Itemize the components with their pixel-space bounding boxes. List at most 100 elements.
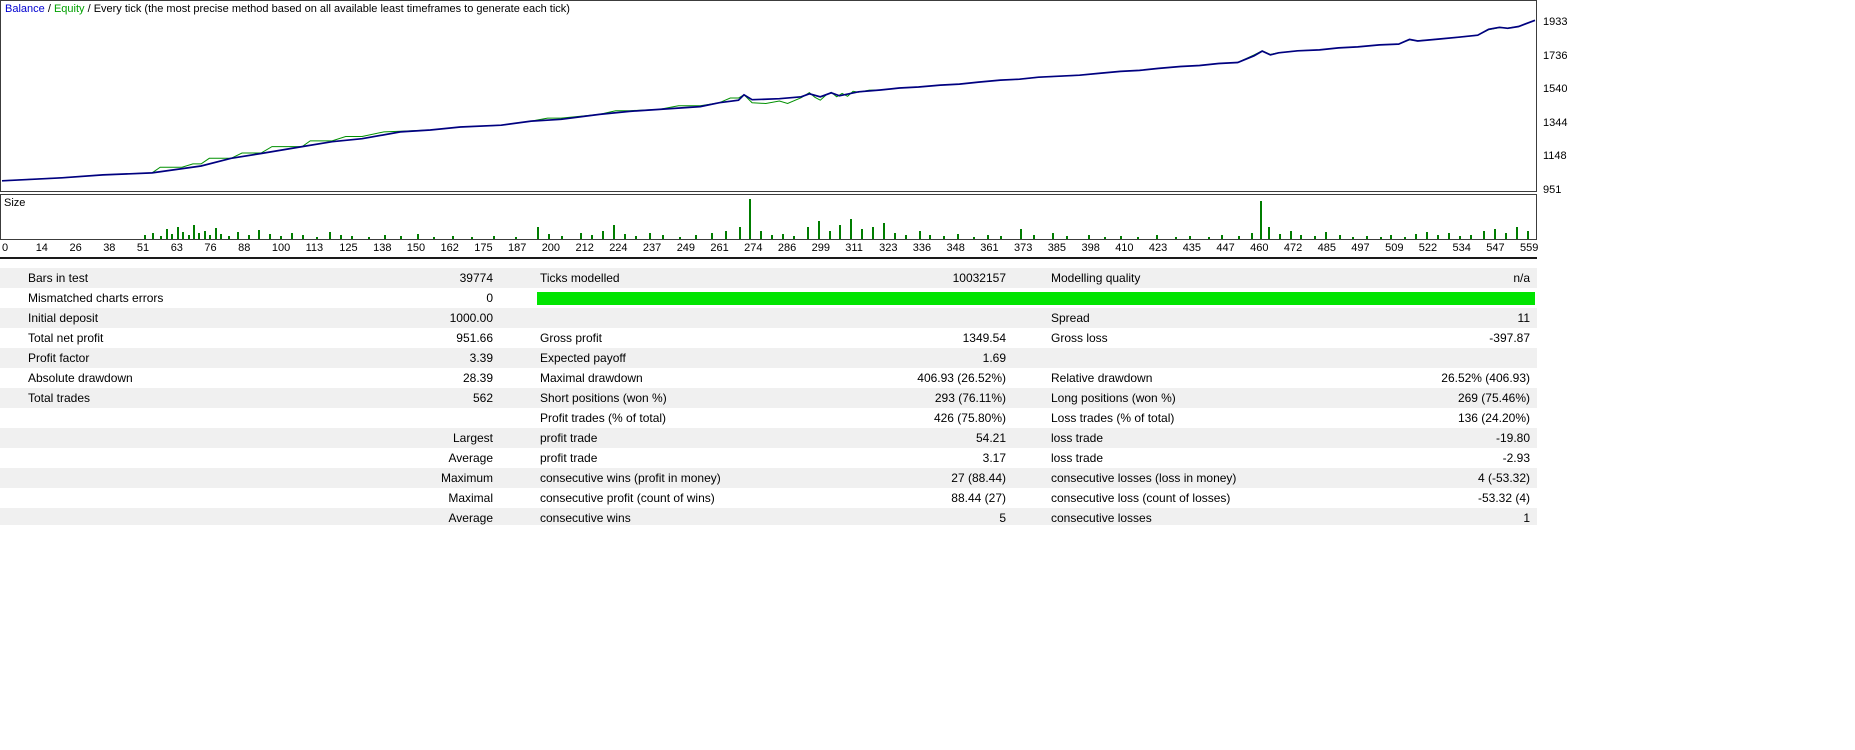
metric-label: Modelling quality bbox=[1013, 268, 1363, 288]
metric-value: -397.87 bbox=[1363, 328, 1537, 348]
x-axis-tick-label: 150 bbox=[407, 242, 425, 255]
size-bar bbox=[1175, 237, 1177, 239]
metric-label: Profit trades (% of total) bbox=[500, 408, 850, 428]
size-bar bbox=[280, 236, 282, 239]
metric-value: 426 (75.80%) bbox=[850, 408, 1013, 428]
metric-label: Spread bbox=[1013, 308, 1363, 328]
size-bar bbox=[861, 229, 863, 239]
size-bar bbox=[919, 231, 921, 239]
size-bar bbox=[1251, 233, 1253, 239]
metric-value: 54.21 bbox=[850, 428, 1013, 448]
size-bar bbox=[1279, 234, 1281, 239]
size-bar bbox=[316, 237, 318, 239]
metric-label: consecutive losses bbox=[1013, 508, 1363, 525]
size-bar bbox=[1426, 232, 1428, 239]
y-axis-tick-label: 1148 bbox=[1543, 150, 1567, 162]
size-bar bbox=[1000, 236, 1002, 239]
x-axis-tick-label: 224 bbox=[609, 242, 627, 255]
x-axis-tick-label: 447 bbox=[1216, 242, 1234, 255]
size-bar bbox=[198, 233, 200, 239]
size-bar bbox=[749, 199, 751, 239]
table-row: Initial deposit1000.00Spread11 bbox=[0, 308, 1537, 328]
metric-label: profit trade bbox=[500, 448, 850, 468]
metric-label: Mismatched charts errors bbox=[0, 288, 310, 308]
metric-value: 562 bbox=[310, 388, 500, 408]
balance-legend-label: Balance bbox=[5, 3, 45, 15]
y-axis-tick-label: 1344 bbox=[1543, 117, 1567, 129]
size-axis-label: Size bbox=[4, 197, 25, 209]
size-bar bbox=[1470, 235, 1472, 239]
size-bar bbox=[1505, 233, 1507, 239]
y-axis-tick-label: 951 bbox=[1543, 184, 1561, 196]
metric-label bbox=[0, 468, 310, 488]
size-bar bbox=[1104, 237, 1106, 239]
size-bar bbox=[171, 234, 173, 239]
size-bar bbox=[269, 234, 271, 239]
size-bar bbox=[1404, 237, 1406, 239]
size-bar bbox=[929, 235, 931, 239]
x-axis-tick-label: 0 bbox=[2, 242, 8, 255]
metric-label: Total net profit bbox=[0, 328, 310, 348]
metric-value bbox=[310, 408, 500, 428]
metric-value bbox=[850, 308, 1013, 328]
x-axis-tick-label: 410 bbox=[1115, 242, 1133, 255]
metric-label: Gross loss bbox=[1013, 328, 1363, 348]
x-axis-tick-label: 63 bbox=[171, 242, 183, 255]
metric-value: 28.39 bbox=[310, 368, 500, 388]
size-bar bbox=[1380, 237, 1382, 239]
x-axis-tick-label: 460 bbox=[1250, 242, 1268, 255]
size-bar bbox=[771, 235, 773, 239]
size-bar bbox=[329, 232, 331, 239]
size-bar bbox=[1221, 235, 1223, 239]
size-bar bbox=[872, 227, 874, 239]
size-bar bbox=[1437, 235, 1439, 239]
y-axis-labels: 19331736154013441148951 bbox=[1541, 0, 1581, 192]
size-bar bbox=[166, 229, 168, 239]
x-axis-tick-label: 423 bbox=[1149, 242, 1167, 255]
modelling-quality-bar bbox=[537, 292, 1535, 305]
x-axis-tick-label: 336 bbox=[913, 242, 931, 255]
size-bar bbox=[177, 227, 179, 239]
metric-value: 39774 bbox=[310, 268, 500, 288]
size-bar bbox=[351, 236, 353, 239]
size-bar bbox=[1052, 233, 1054, 239]
size-bar bbox=[580, 233, 582, 239]
size-bar bbox=[987, 235, 989, 239]
y-axis-tick-label: 1540 bbox=[1543, 83, 1567, 95]
metric-value: 0 bbox=[310, 288, 500, 308]
size-bar bbox=[1033, 235, 1035, 239]
x-axis-tick-label: 249 bbox=[677, 242, 695, 255]
size-bar bbox=[905, 235, 907, 239]
metric-label bbox=[0, 428, 310, 448]
metric-label: Long positions (won %) bbox=[1013, 388, 1363, 408]
table-row: Total net profit951.66Gross profit1349.5… bbox=[0, 328, 1537, 348]
metric-label: loss trade bbox=[1013, 428, 1363, 448]
size-bar bbox=[471, 237, 473, 239]
size-bar bbox=[591, 235, 593, 239]
metric-value: 269 (75.46%) bbox=[1363, 388, 1537, 408]
size-histogram: Size bbox=[0, 194, 1537, 240]
size-bar bbox=[649, 233, 651, 239]
metric-value: 293 (76.11%) bbox=[850, 388, 1013, 408]
metric-value: 3.39 bbox=[310, 348, 500, 368]
metric-label: Loss trades (% of total) bbox=[1013, 408, 1363, 428]
metric-value: 3.17 bbox=[850, 448, 1013, 468]
size-bar bbox=[1189, 236, 1191, 239]
size-bar bbox=[1290, 231, 1292, 239]
size-bar bbox=[793, 236, 795, 239]
x-axis-tick-label: 299 bbox=[812, 242, 830, 255]
metric-label: Relative drawdown bbox=[1013, 368, 1363, 388]
size-bar bbox=[739, 227, 741, 239]
table-row: Absolute drawdown28.39Maximal drawdown40… bbox=[0, 368, 1537, 388]
metric-label: Expected payoff bbox=[500, 348, 850, 368]
size-bar bbox=[662, 235, 664, 239]
results-table-container: Bars in test39774Ticks modelled10032157M… bbox=[0, 268, 1537, 525]
size-bar bbox=[152, 233, 154, 239]
metric-label bbox=[0, 448, 310, 468]
metric-label: Short positions (won %) bbox=[500, 388, 850, 408]
metric-value: -2.93 bbox=[1363, 448, 1537, 468]
x-axis-tick-label: 509 bbox=[1385, 242, 1403, 255]
metric-value: Average bbox=[310, 448, 500, 468]
metric-label: Absolute drawdown bbox=[0, 368, 310, 388]
size-bar bbox=[561, 236, 563, 239]
